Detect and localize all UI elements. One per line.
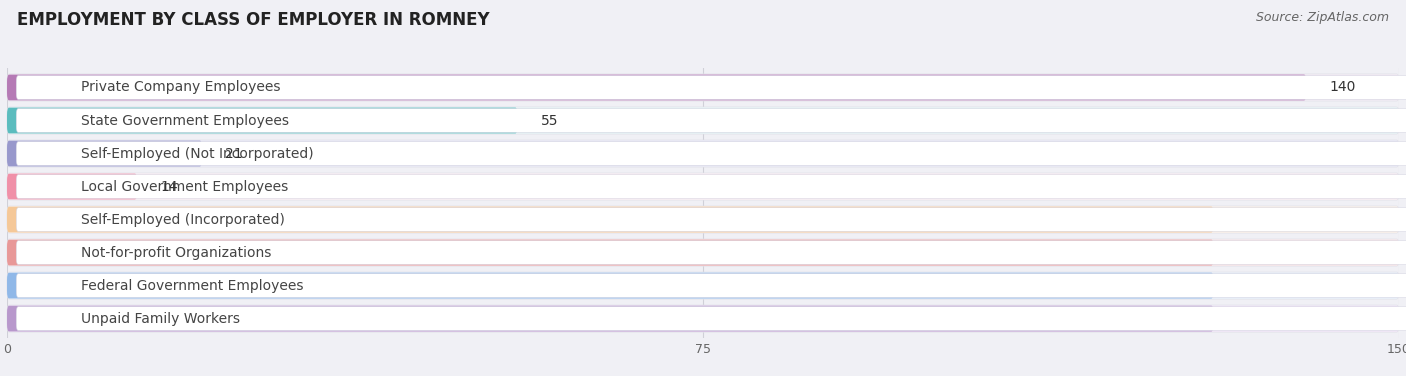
FancyBboxPatch shape	[7, 108, 517, 133]
FancyBboxPatch shape	[17, 241, 1406, 264]
FancyBboxPatch shape	[7, 74, 1399, 101]
FancyBboxPatch shape	[7, 74, 1399, 100]
Text: 14: 14	[160, 179, 177, 194]
FancyBboxPatch shape	[7, 206, 1399, 233]
FancyBboxPatch shape	[7, 173, 1399, 200]
FancyBboxPatch shape	[7, 174, 1399, 199]
FancyBboxPatch shape	[7, 273, 1213, 299]
Text: Local Government Employees: Local Government Employees	[82, 179, 288, 194]
Text: 21: 21	[225, 147, 243, 161]
FancyBboxPatch shape	[7, 306, 1399, 332]
FancyBboxPatch shape	[7, 305, 1399, 332]
Text: Not-for-profit Organizations: Not-for-profit Organizations	[82, 246, 271, 259]
FancyBboxPatch shape	[7, 273, 1399, 299]
FancyBboxPatch shape	[17, 274, 1406, 297]
FancyBboxPatch shape	[17, 109, 1406, 132]
Text: EMPLOYMENT BY CLASS OF EMPLOYER IN ROMNEY: EMPLOYMENT BY CLASS OF EMPLOYER IN ROMNE…	[17, 11, 489, 29]
FancyBboxPatch shape	[7, 174, 136, 199]
FancyBboxPatch shape	[17, 76, 1406, 99]
FancyBboxPatch shape	[7, 239, 1399, 266]
FancyBboxPatch shape	[17, 307, 1406, 331]
Text: 55: 55	[540, 114, 558, 127]
Text: Self-Employed (Incorporated): Self-Employed (Incorporated)	[82, 212, 285, 227]
Text: Private Company Employees: Private Company Employees	[82, 80, 281, 94]
Text: Self-Employed (Not Incorporated): Self-Employed (Not Incorporated)	[82, 147, 314, 161]
FancyBboxPatch shape	[7, 207, 1213, 232]
FancyBboxPatch shape	[7, 74, 1306, 100]
FancyBboxPatch shape	[7, 207, 1399, 232]
Text: State Government Employees: State Government Employees	[82, 114, 290, 127]
FancyBboxPatch shape	[17, 174, 1406, 199]
Text: 140: 140	[1330, 80, 1355, 94]
Text: Federal Government Employees: Federal Government Employees	[82, 279, 304, 293]
FancyBboxPatch shape	[17, 142, 1406, 165]
FancyBboxPatch shape	[7, 240, 1213, 265]
FancyBboxPatch shape	[7, 140, 1399, 167]
FancyBboxPatch shape	[7, 107, 1399, 134]
FancyBboxPatch shape	[17, 208, 1406, 232]
FancyBboxPatch shape	[7, 141, 202, 167]
FancyBboxPatch shape	[7, 306, 1213, 332]
FancyBboxPatch shape	[7, 141, 1399, 167]
Text: Unpaid Family Workers: Unpaid Family Workers	[82, 312, 240, 326]
Text: Source: ZipAtlas.com: Source: ZipAtlas.com	[1256, 11, 1389, 24]
FancyBboxPatch shape	[7, 108, 1399, 133]
FancyBboxPatch shape	[7, 272, 1399, 299]
FancyBboxPatch shape	[7, 240, 1399, 265]
